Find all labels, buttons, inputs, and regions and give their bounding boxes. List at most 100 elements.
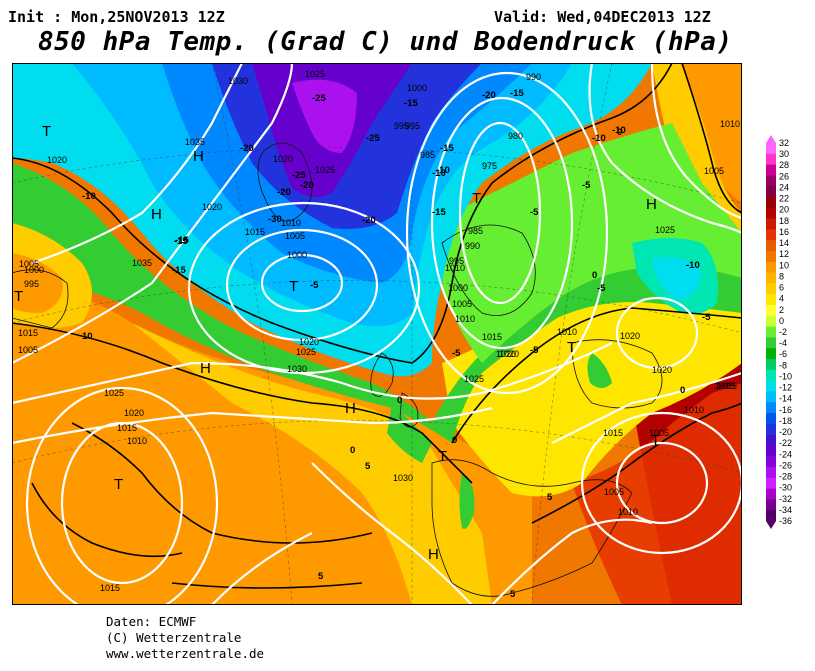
- pressure-label: 975: [482, 161, 497, 171]
- pressure-label: 1020: [620, 331, 640, 341]
- map-frame: [12, 63, 742, 605]
- isotherm-lines: [12, 63, 742, 589]
- temp-label: 5: [318, 571, 324, 582]
- legend-swatch: [766, 283, 776, 295]
- pressure-label: 990: [526, 72, 541, 82]
- pressure-label: 1035: [132, 258, 152, 268]
- legend-tick-label: 32: [779, 138, 789, 148]
- low-marker: T: [114, 476, 123, 493]
- legend-tick-label: 2: [779, 305, 784, 315]
- temp-label: -25: [366, 133, 380, 144]
- website: www.wetterzentrale.de: [106, 646, 265, 661]
- temp-label: -10: [82, 191, 96, 202]
- pressure-label: 1030: [287, 364, 307, 374]
- temp-label: -15: [440, 143, 454, 154]
- lat-lon-grid: [12, 63, 742, 605]
- temp-label: -15: [432, 207, 446, 218]
- temperature-legend: 32302826242220181614121086420-2-4-6-8-10…: [766, 135, 792, 529]
- footer: Daten: ECMWF (C) Wetterzentrale www.wett…: [106, 614, 264, 662]
- temp-label: -10: [686, 260, 700, 271]
- isobar-lines: [12, 63, 742, 605]
- weather-map: 1030 1025 1000 995 1035 1020 1025 1020 1…: [12, 63, 742, 605]
- legend-tick-label: -22: [779, 438, 792, 448]
- legend-swatch: [766, 348, 776, 360]
- legend-tick-label: -6: [779, 349, 787, 359]
- legend-tick-label: -14: [779, 394, 792, 404]
- temp-label: 5: [510, 589, 516, 600]
- temp-label: -20: [362, 215, 376, 226]
- high-marker: H: [428, 546, 439, 563]
- pressure-label: 1015: [100, 583, 120, 593]
- pressure-label: 1015: [482, 332, 502, 342]
- pressure-label: 1015: [717, 381, 737, 391]
- pressure-label: 1010: [281, 218, 301, 228]
- legend-tick-label: 28: [779, 160, 789, 170]
- legend-tick-label: 22: [779, 194, 789, 204]
- pressure-label: 995: [24, 279, 39, 289]
- legend-swatch: [766, 153, 776, 165]
- legend-tick-label: -32: [779, 494, 792, 504]
- legend-tick-label: 14: [779, 238, 789, 248]
- pressure-label: 1005: [452, 299, 472, 309]
- temp-label: 0: [592, 270, 597, 281]
- legend-swatch: [766, 272, 776, 284]
- high-marker: H: [151, 206, 162, 223]
- legend-swatch: [766, 240, 776, 252]
- legend-swatch: [766, 337, 776, 349]
- copyright: (C) Wetterzentrale: [106, 630, 242, 645]
- legend-swatch: [766, 175, 776, 187]
- low-marker: T: [42, 123, 51, 140]
- valid-time: Valid: Wed,04DEC2013 12Z: [494, 8, 711, 26]
- temp-label: -5: [530, 345, 539, 356]
- legend-tick-label: 12: [779, 249, 789, 259]
- high-marker: H: [345, 400, 356, 417]
- high-marker: H: [193, 148, 204, 165]
- legend-swatch: [766, 305, 776, 317]
- temp-label: 0: [617, 127, 622, 138]
- legend-swatch: [766, 207, 776, 219]
- legend-tick-label: 4: [779, 294, 784, 304]
- pressure-label: 1025: [296, 347, 316, 357]
- temp-label: -10: [432, 168, 446, 179]
- pressure-label: 1005: [19, 259, 39, 269]
- legend-tick-labels: 32302826242220181614121086420-2-4-6-8-10…: [779, 138, 792, 526]
- legend-tick-label: -12: [779, 383, 792, 393]
- temperature-labels: -25 -25 -20 -15 -20 -15 -20 -15 -10 -15 …: [82, 88, 711, 600]
- temp-label: -20: [240, 143, 254, 154]
- pressure-label: 1020: [652, 365, 672, 375]
- legend-tick-label: -24: [779, 449, 792, 459]
- pressure-label: 1020: [124, 408, 144, 418]
- temp-label: -15: [510, 88, 524, 99]
- temp-label: -5: [582, 180, 591, 191]
- legend-tick-label: -28: [779, 472, 792, 482]
- pressure-label: 1005: [285, 231, 305, 241]
- pressure-label: 1025: [305, 69, 325, 79]
- legend-tick-label: 30: [779, 149, 789, 159]
- legend-swatch: [766, 315, 776, 327]
- temp-label: 0: [350, 445, 355, 456]
- legend-swatch: [766, 402, 776, 414]
- temp-label: -10: [612, 125, 626, 136]
- legend-tick-label: -18: [779, 416, 792, 426]
- temp-label: -20: [300, 180, 314, 191]
- high-marker: H: [646, 196, 657, 213]
- legend-tick-label: 6: [779, 283, 784, 293]
- temp-label: -5: [310, 280, 319, 291]
- low-marker: T: [14, 288, 23, 305]
- temp-label: -5: [597, 283, 606, 294]
- high-marker: H: [200, 360, 211, 377]
- legend-swatch: [766, 499, 776, 511]
- pressure-label: 1015: [715, 381, 735, 391]
- pressure-label: 1020: [299, 337, 319, 347]
- legend-tick-label: -16: [779, 405, 792, 415]
- temp-label: 5: [365, 461, 371, 472]
- pressure-label: 1010: [720, 119, 740, 129]
- low-marker: T: [289, 278, 298, 295]
- legend-tick-label: -2: [779, 327, 787, 337]
- temp-label: -5: [702, 312, 711, 323]
- legend-tick-label: -10: [779, 371, 792, 381]
- temp-label: -15: [174, 236, 188, 247]
- legend-tick-label: -26: [779, 460, 792, 470]
- pressure-label: 1030: [228, 76, 248, 86]
- legend-tick-label: 18: [779, 216, 789, 226]
